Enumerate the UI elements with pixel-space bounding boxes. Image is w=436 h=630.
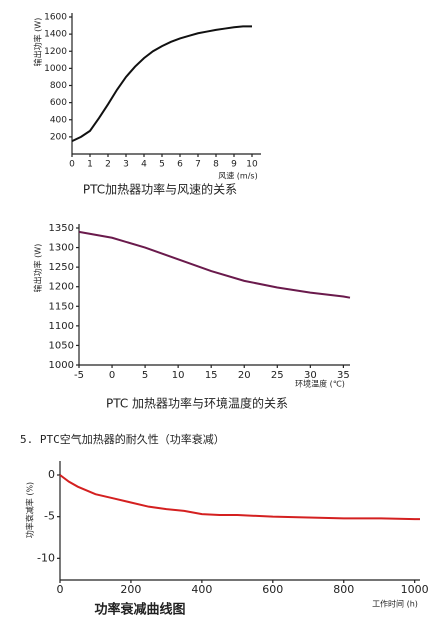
y-tick-label: 400	[50, 115, 67, 125]
y-tick-label: 1100	[49, 321, 74, 332]
data-line	[59, 474, 420, 521]
chart-title: 功率衰减曲线图	[94, 602, 185, 618]
x-tick-label: 25	[271, 370, 284, 381]
y-axis-label: 输出功率 (W)	[33, 244, 43, 293]
y-tick-label: 1150	[49, 301, 74, 312]
y-tick-label: 1300	[49, 243, 74, 254]
x-tick-label: 0	[109, 370, 115, 381]
x-tick-label: 200	[120, 583, 141, 596]
x-tick-label: 2	[105, 160, 111, 170]
x-tick-label: 6	[177, 160, 183, 170]
y-tick-label: 800	[50, 81, 67, 91]
x-tick-label: 3	[123, 160, 129, 170]
x-tick-label: 30	[304, 370, 317, 381]
y-tick-label: -5	[44, 510, 55, 523]
data-line	[71, 25, 252, 143]
x-tick-label: 800	[333, 583, 354, 596]
x-tick-label: 400	[191, 583, 212, 596]
y-tick-label: 1200	[49, 282, 74, 293]
chart-title: PTC加热器功率与风速的关系	[83, 182, 237, 197]
y-tick-label: 0	[48, 468, 55, 481]
x-axis-label: 环境温度 (℃)	[295, 379, 345, 389]
y-tick-label: 600	[50, 98, 67, 108]
x-tick-label: 0	[57, 583, 64, 596]
y-axis-label: 功率衰减率 (%)	[25, 482, 35, 538]
y-tick-label: 1400	[44, 30, 67, 40]
x-tick-label: 5	[142, 370, 148, 381]
x-tick-label: 9	[231, 160, 237, 170]
section-heading: 5. PTC空气加热器的耐久性（功率衰减）	[20, 432, 225, 446]
y-tick-label: 1000	[44, 64, 67, 74]
x-tick-label: 35	[337, 370, 350, 381]
y-tick-label: 1350	[49, 223, 74, 234]
x-tick-label: 10	[172, 370, 185, 381]
x-axis-label: 风速 (m/s)	[218, 172, 257, 181]
y-tick-label: 200	[50, 132, 67, 142]
x-tick-label: 0	[69, 160, 75, 170]
x-tick-label: 600	[262, 583, 283, 596]
x-axis-label: 工作时间 (h)	[372, 599, 418, 609]
y-tick-label: -10	[37, 551, 55, 564]
x-tick-label: 1	[87, 160, 93, 170]
x-tick-label: 7	[195, 160, 201, 170]
x-tick-label: 5	[159, 160, 165, 170]
y-axis-label: 输出功率 (W)	[33, 18, 43, 67]
chart-title: PTC 加热器功率与环境温度的关系	[106, 396, 288, 411]
y-tick-label: 1000	[49, 360, 74, 371]
y-tick-label: 1050	[49, 340, 74, 351]
y-tick-label: 1250	[49, 262, 74, 273]
x-tick-label: 8	[213, 160, 219, 170]
y-tick-label: 1600	[44, 13, 67, 23]
data-line	[78, 230, 351, 299]
x-tick-label: 4	[141, 160, 147, 170]
y-tick-label: 1200	[44, 47, 67, 57]
x-tick-label: 1000	[401, 583, 429, 596]
x-tick-label: -5	[74, 370, 84, 381]
x-tick-label: 10	[246, 160, 258, 170]
x-tick-label: 15	[205, 370, 218, 381]
x-tick-label: 20	[238, 370, 251, 381]
